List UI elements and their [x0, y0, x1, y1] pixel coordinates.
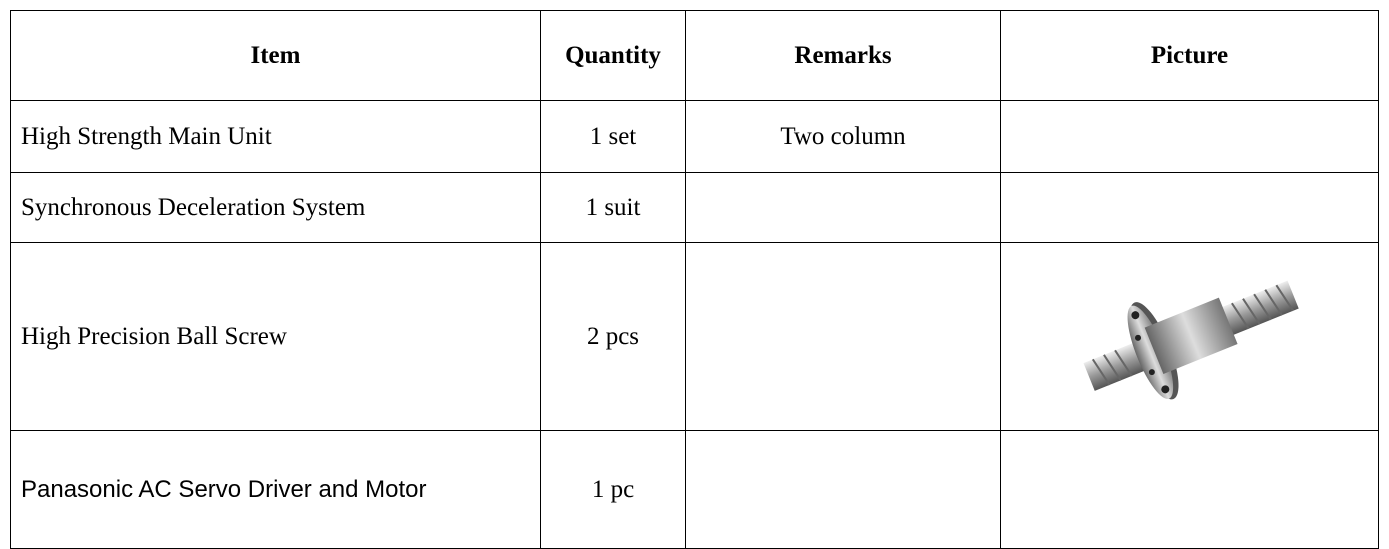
row: Synchronous Deceleration System 1 suit [10, 172, 1379, 243]
item-cell: High Precision Ball Screw [10, 242, 541, 431]
picture-cell [1000, 430, 1379, 549]
item-table: Item Quantity Remarks Picture High Stren… [10, 10, 1379, 549]
item-cell: Synchronous Deceleration System [10, 172, 541, 243]
item-cell: Panasonic AC Servo Driver and Motor [10, 430, 541, 549]
header-cell: Item [10, 10, 541, 101]
remarks-cell [685, 172, 1001, 243]
ball-screw-image [1083, 280, 1299, 400]
remarks-cell [685, 430, 1001, 549]
header-cell: Picture [1000, 10, 1379, 101]
quantity-cell: 1 pc [540, 430, 686, 549]
quantity-cell: 2 pcs [540, 242, 686, 431]
header-cell: Quantity [540, 10, 686, 101]
remarks-cell: Two column [685, 100, 1001, 173]
picture-cell [1000, 100, 1379, 173]
picture-cell [1000, 242, 1379, 431]
item-cell: High Strength Main Unit [10, 100, 541, 173]
quantity-cell: 1 set [540, 100, 686, 173]
picture-cell [1000, 172, 1379, 243]
header-row: Item Quantity Remarks Picture [10, 10, 1379, 101]
row: Panasonic AC Servo Driver and Motor 1 pc [10, 430, 1379, 549]
quantity-cell: 1 suit [540, 172, 686, 243]
header-cell: Remarks [685, 10, 1001, 101]
remarks-cell [685, 242, 1001, 431]
row: High Precision Ball Screw 2 pcs [10, 242, 1379, 431]
row: High Strength Main Unit 1 set Two column [10, 100, 1379, 173]
